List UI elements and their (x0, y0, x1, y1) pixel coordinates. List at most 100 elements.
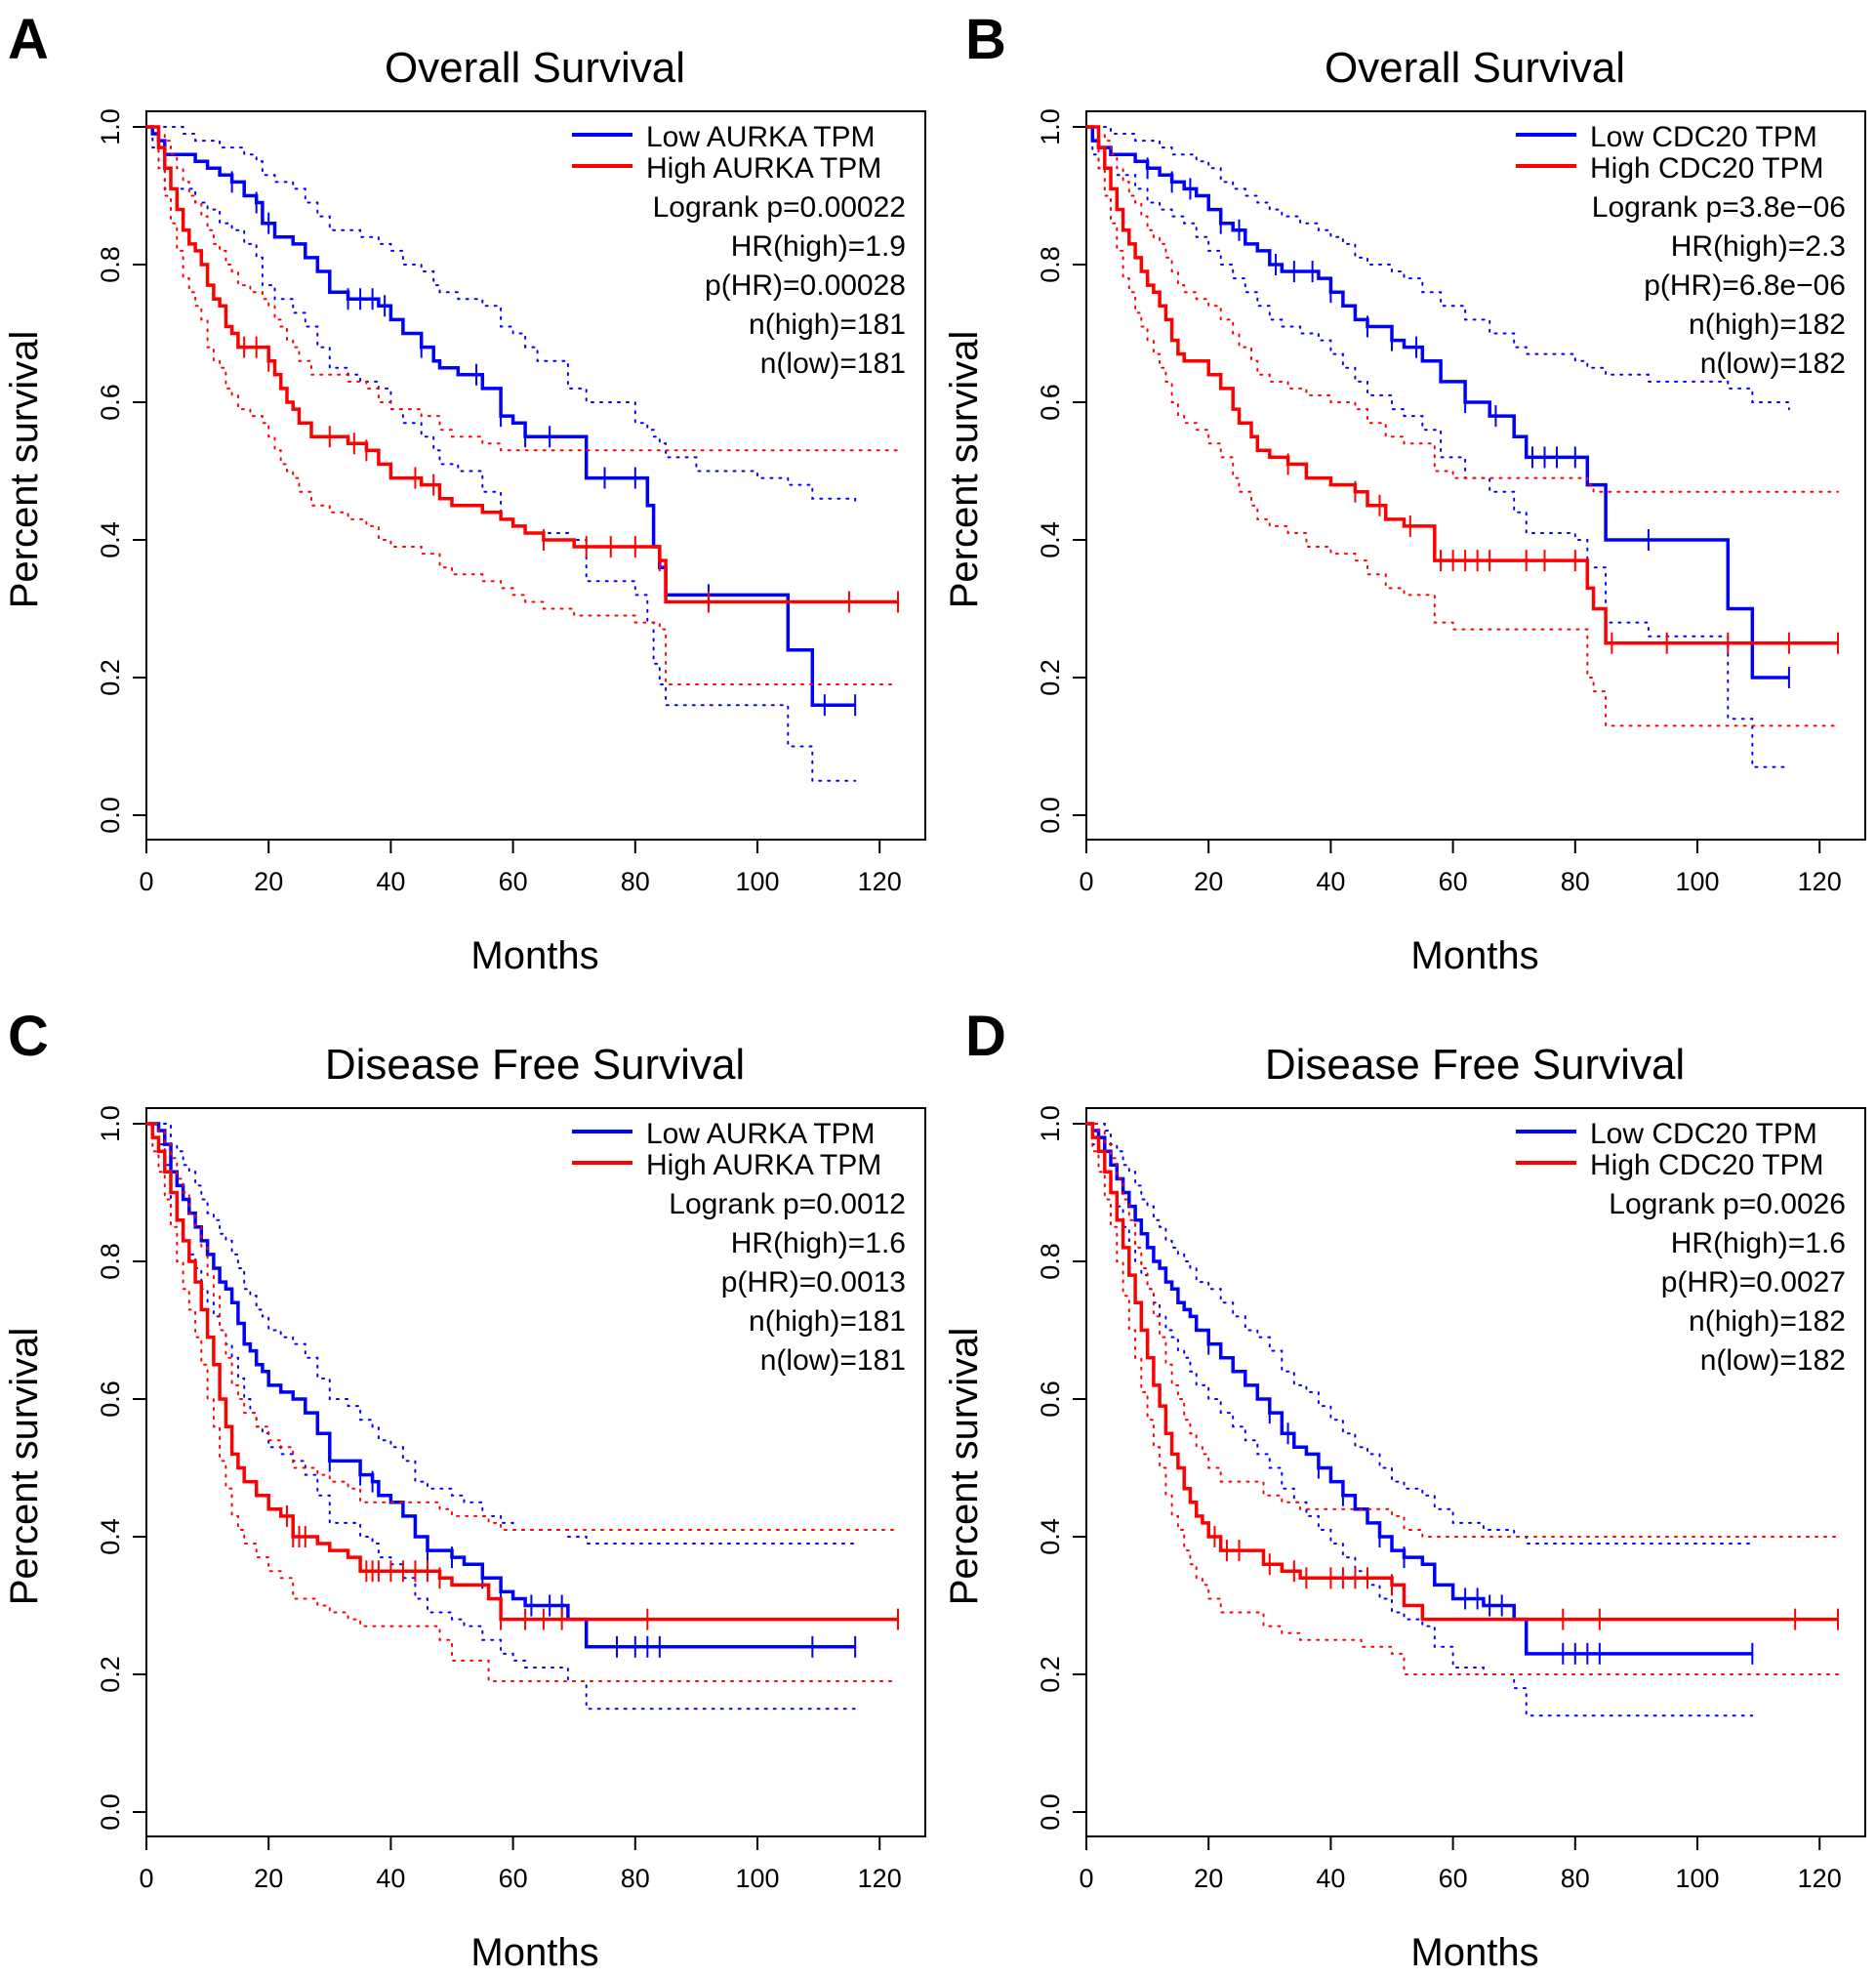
x-tick-label: 80 (1561, 1864, 1590, 1893)
panel-letter: A (8, 8, 49, 71)
x-tick-label: 20 (1194, 867, 1223, 896)
y-axis-ticks: 0.0 0.2 0.4 0.6 0.8 1.0 (96, 1105, 146, 1831)
legend: Low AURKA TPM High AURKA TPM (572, 1118, 881, 1181)
y-tick-label: 0.0 (96, 797, 125, 834)
stat-p-hr: p(HR)=0.0013 (721, 1266, 906, 1298)
y-axis-label: Percent survival (943, 331, 986, 609)
stat-hr: HR(high)=1.6 (731, 1227, 906, 1259)
legend-label-high: High CDC20 TPM (1590, 1149, 1824, 1181)
stat-n-high: n(high)=182 (1689, 1305, 1846, 1338)
x-tick-label: 120 (858, 1864, 902, 1893)
y-axis-label: Percent survival (943, 1328, 986, 1606)
x-axis-ticks: 0 20 40 60 80 100 120 (139, 840, 902, 896)
ci-upper-low (1085, 1123, 1754, 1545)
ci-upper-high (1085, 1123, 1839, 1538)
panel-letter: D (965, 1005, 1006, 1068)
ci-lower-high (145, 1123, 899, 1682)
stat-n-low: n(low)=182 (1700, 1344, 1846, 1377)
y-tick-label: 1.0 (96, 108, 125, 145)
legend: Low AURKA TPM High AURKA TPM (572, 121, 881, 185)
stat-n-low: n(low)=182 (1700, 348, 1846, 380)
y-tick-label: 0.8 (96, 1243, 125, 1280)
ci-upper-high (145, 126, 899, 452)
x-tick-label: 120 (1798, 1864, 1842, 1893)
x-tick-label: 40 (376, 867, 405, 896)
chart-title: Disease Free Survival (1265, 1041, 1685, 1089)
y-axis-label: Percent survival (3, 1328, 46, 1606)
legend-label-low: Low AURKA TPM (646, 121, 876, 153)
survival-curve-high (1086, 1122, 1838, 1622)
plot-area (145, 110, 926, 841)
x-tick-label: 0 (1079, 1864, 1093, 1893)
x-tick-label: 100 (735, 1864, 779, 1893)
y-tick-label: 1.0 (1036, 108, 1065, 145)
axis-frame (145, 110, 926, 841)
x-axis-label: Months (1410, 1931, 1538, 1974)
ci-lower-low (145, 126, 857, 782)
survival-curve-low (146, 1122, 856, 1649)
axis-frame (1085, 110, 1866, 841)
stat-n-low: n(low)=181 (760, 348, 906, 380)
panel-c: C Disease Free Survival Months Percent s… (3, 1005, 926, 1974)
x-tick-label: 80 (621, 1864, 650, 1893)
x-tick-label: 80 (621, 867, 650, 896)
legend-label-high: High CDC20 TPM (1590, 152, 1824, 185)
stats-block: Logrank p=0.0026 HR(high)=1.6 p(HR)=0.00… (1609, 1188, 1846, 1377)
y-tick-label: 0.4 (96, 521, 125, 558)
plot-area (145, 1107, 926, 1837)
x-axis-label: Months (1410, 934, 1538, 977)
legend: Low CDC20 TPM High CDC20 TPM (1516, 121, 1824, 185)
panel-letter: C (8, 1005, 49, 1068)
stats-block: Logrank p=0.0012 HR(high)=1.6 p(HR)=0.00… (669, 1188, 906, 1377)
y-axis-ticks: 0.0 0.2 0.4 0.6 0.8 1.0 (1036, 1105, 1086, 1831)
survival-curve-low (1086, 125, 1789, 680)
x-tick-label: 100 (735, 867, 779, 896)
stat-hr: HR(high)=2.3 (1671, 230, 1846, 263)
x-tick-label: 20 (254, 867, 283, 896)
y-tick-label: 1.0 (1036, 1105, 1065, 1142)
panel-a: A Overall Survival Months Percent surviv… (3, 8, 926, 977)
chart-title: Overall Survival (1325, 44, 1625, 92)
y-tick-label: 0.4 (1036, 521, 1065, 558)
legend-label-high: High AURKA TPM (646, 1149, 881, 1181)
y-axis-ticks: 0.0 0.2 0.4 0.6 0.8 1.0 (96, 108, 146, 834)
stat-n-high: n(high)=181 (749, 309, 906, 341)
plot-area (1085, 1107, 1866, 1837)
y-tick-label: 0.2 (96, 659, 125, 696)
stat-hr: HR(high)=1.9 (731, 230, 906, 263)
y-tick-label: 0.0 (1036, 797, 1065, 834)
x-tick-label: 100 (1675, 1864, 1719, 1893)
chart-title: Overall Survival (385, 44, 685, 92)
ci-lower-high (1085, 126, 1839, 727)
y-tick-label: 0.0 (96, 1793, 125, 1831)
y-tick-label: 0.6 (96, 1380, 125, 1418)
x-tick-label: 60 (499, 1864, 528, 1893)
survival-curve-high (1086, 125, 1838, 645)
stats-block: Logrank p=0.00022 HR(high)=1.9 p(HR)=0.0… (653, 191, 906, 380)
stat-n-high: n(high)=182 (1689, 309, 1846, 341)
survival-curve-low (146, 125, 856, 707)
stats-block: Logrank p=3.8e−06 HR(high)=2.3 p(HR)=6.8… (1592, 191, 1846, 380)
x-tick-label: 120 (1798, 867, 1842, 896)
stat-p-hr: p(HR)=6.8e−06 (1644, 269, 1846, 302)
x-tick-label: 60 (499, 867, 528, 896)
chart-title: Disease Free Survival (325, 1041, 745, 1089)
y-tick-label: 0.6 (1036, 384, 1065, 421)
stat-hr: HR(high)=1.6 (1671, 1227, 1846, 1259)
ci-upper-low (145, 126, 857, 507)
y-tick-label: 0.2 (1036, 1656, 1065, 1693)
y-axis-ticks: 0.0 0.2 0.4 0.6 0.8 1.0 (1036, 108, 1086, 834)
y-tick-label: 0.8 (96, 246, 125, 283)
x-tick-label: 60 (1439, 867, 1468, 896)
x-tick-label: 100 (1675, 867, 1719, 896)
x-tick-label: 120 (858, 867, 902, 896)
ci-lower-low (1085, 1123, 1754, 1717)
stat-n-low: n(low)=181 (760, 1344, 906, 1377)
x-tick-label: 20 (254, 1864, 283, 1893)
x-tick-label: 40 (1316, 1864, 1345, 1893)
y-tick-label: 0.2 (96, 1656, 125, 1693)
y-tick-label: 0.6 (96, 384, 125, 421)
legend-label-low: Low CDC20 TPM (1590, 121, 1817, 153)
legend-label-low: Low AURKA TPM (646, 1118, 876, 1150)
x-tick-label: 40 (376, 1864, 405, 1893)
